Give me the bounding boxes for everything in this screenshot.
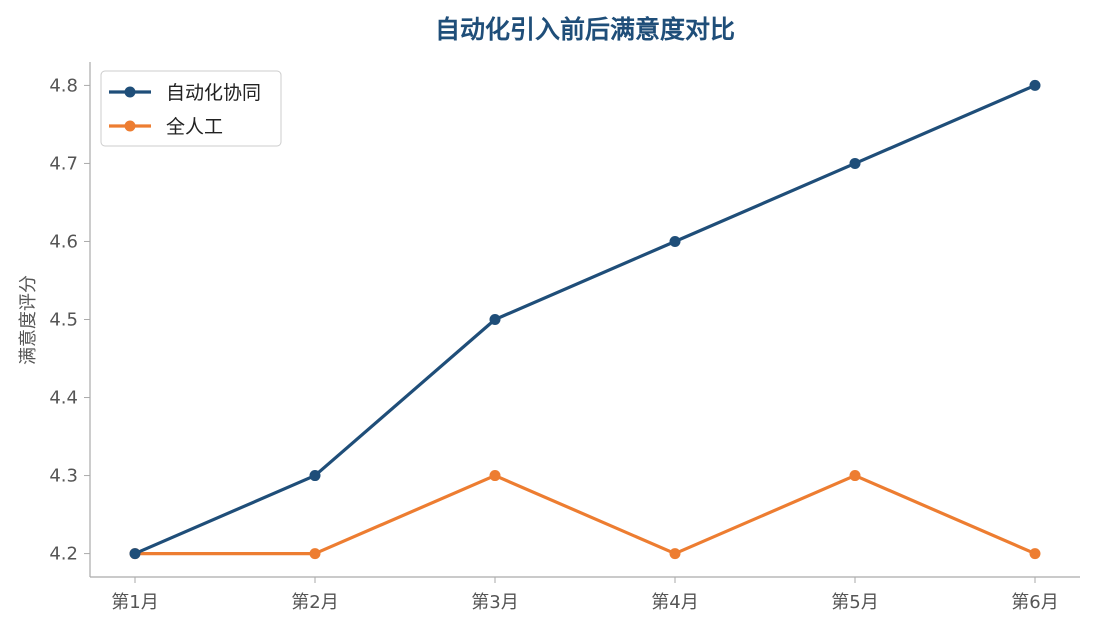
legend-label: 自动化协同 [166,82,261,104]
x-tick-label: 第5月 [831,592,878,613]
series-1-point [849,157,861,169]
series-2-point [489,470,501,482]
legend-swatch-marker [124,120,136,132]
y-tick-label: 4.6 [49,231,78,252]
x-tick-label: 第4月 [651,592,698,613]
series-line-2 [135,473,1036,556]
x-tick-label: 第1月 [111,592,158,613]
y-tick-label: 4.7 [49,153,78,174]
series-1-point [669,235,681,247]
series-1-point [489,314,501,325]
x-tick-label: 第3月 [471,592,518,613]
y-tick-label: 4.8 [49,75,78,96]
series-2-point [309,548,321,560]
series-1-point [1029,79,1041,91]
series-2-point [1029,548,1041,560]
y-axis-label: 满意度评分 [18,275,39,365]
chart-title: 自动化引入前后满意度对比 [435,15,735,44]
y-tick-label: 4.4 [49,388,78,409]
x-tick-label: 第2月 [291,592,338,613]
series-2-point [669,548,681,560]
x-tick-label: 第6月 [1011,592,1058,613]
series-1-point [309,470,321,482]
legend-label: 全人工 [166,116,223,138]
series-line-1 [134,83,1036,556]
legend-swatch-marker [124,86,136,98]
series-1-point [129,548,141,560]
chart-marks: 4.2 4.3 4.4 4.5 4.6 4.7 4.8 第1月 第2月 第3月 第4月 第5月 第6月 [49,75,1058,613]
y-tick-label: 4.5 [49,310,78,331]
y-tick-label: 4.3 [49,466,78,487]
y-tick-label: 4.2 [49,544,78,565]
series-2-point [849,470,861,482]
